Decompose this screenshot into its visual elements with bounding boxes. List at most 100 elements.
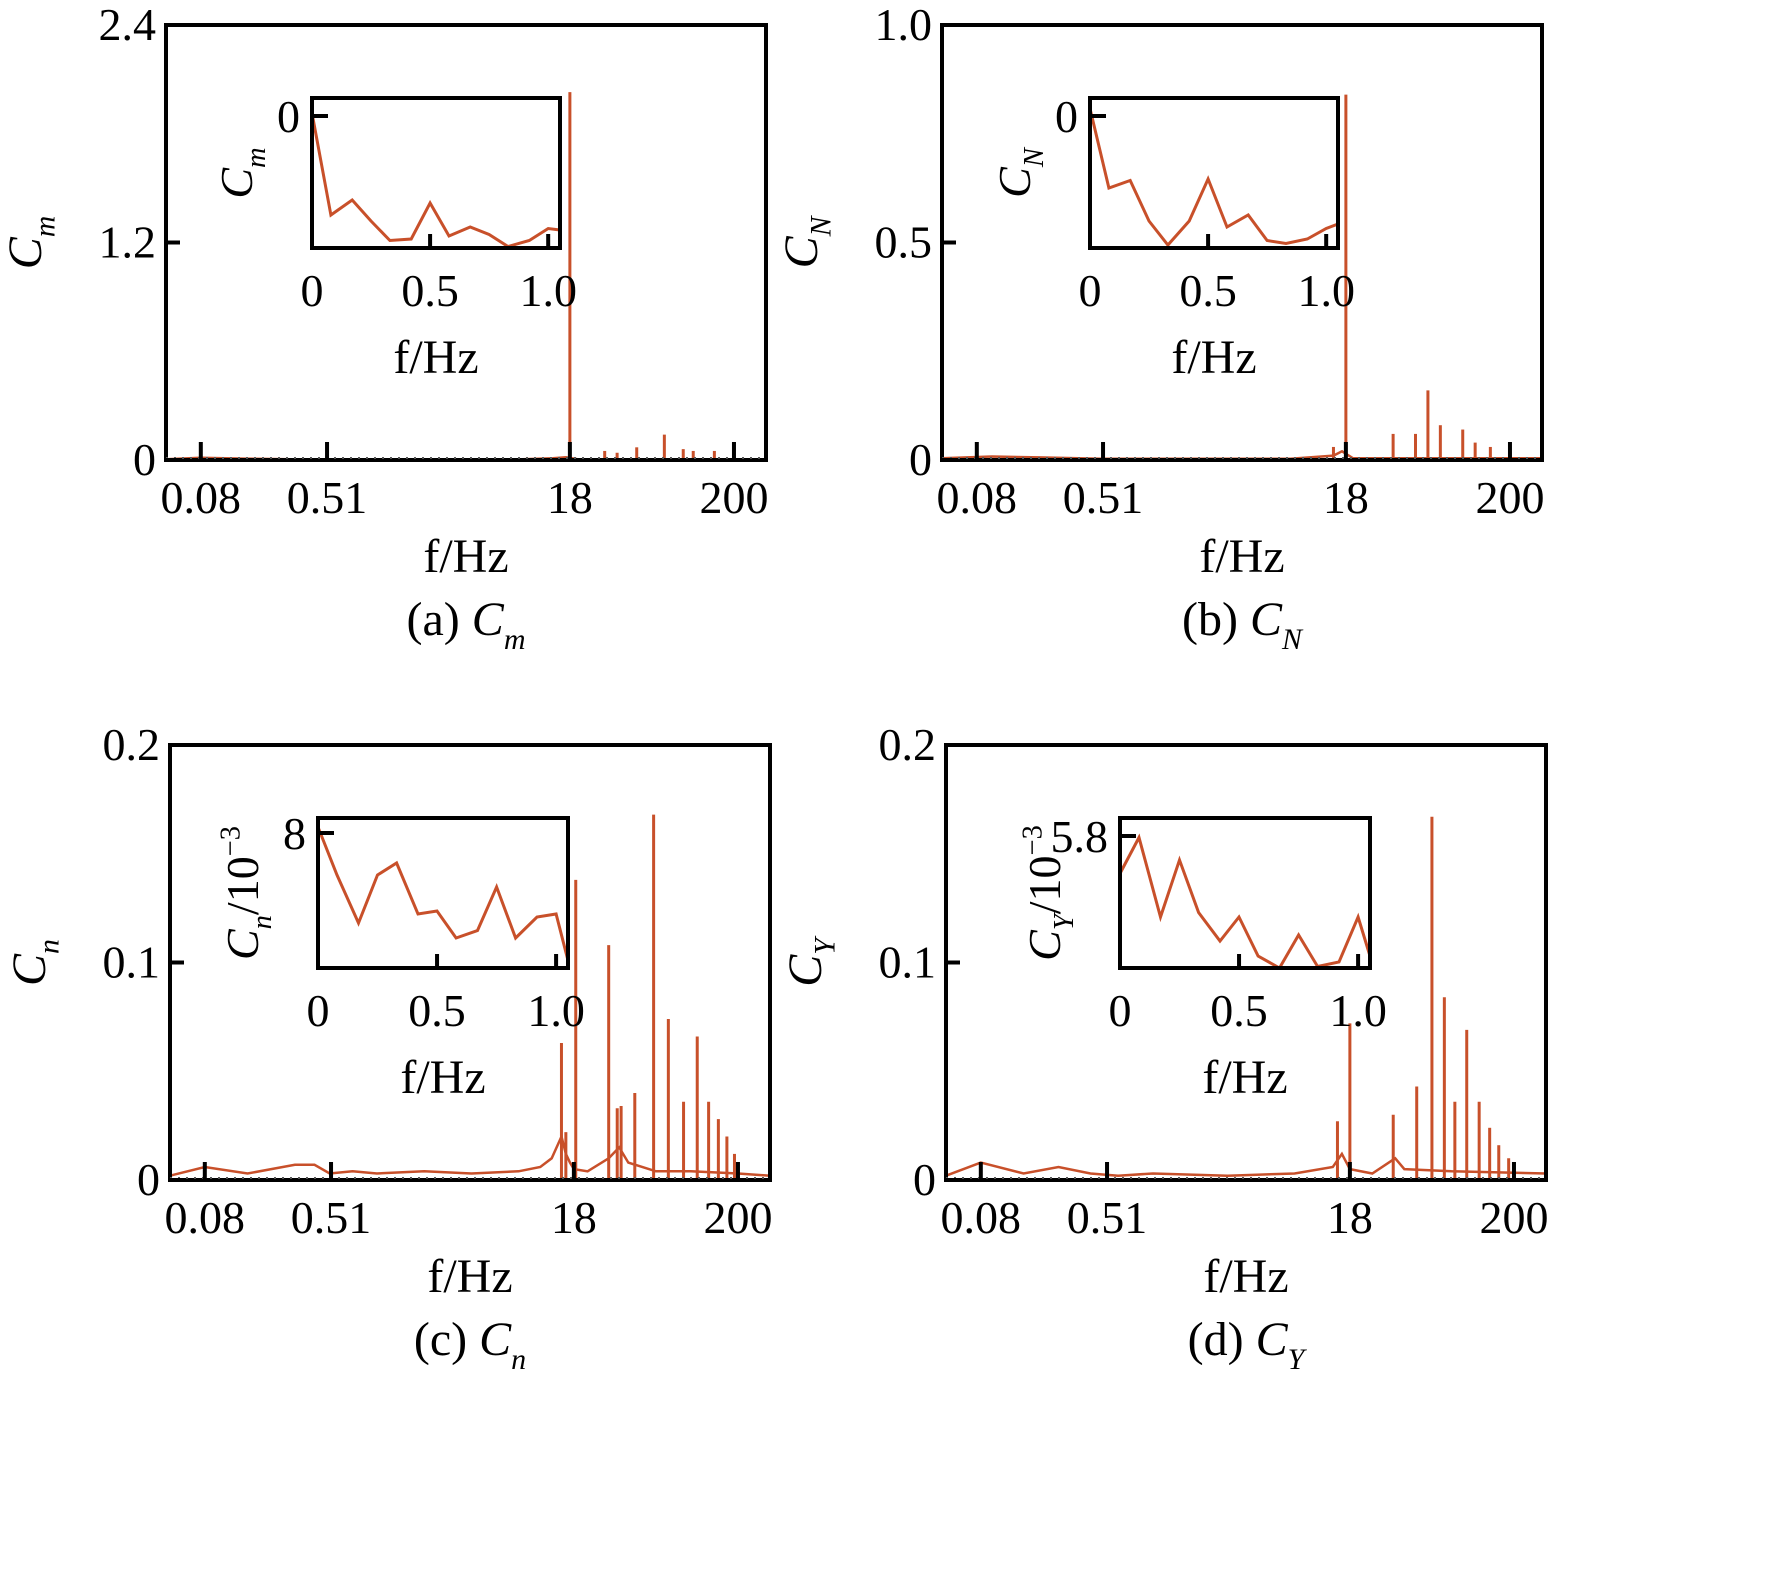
xtick-label: 0.08 (941, 1192, 1022, 1243)
inset-xtick-label: 0 (301, 265, 324, 316)
ytick-label: 0 (137, 1154, 160, 1205)
xtick-label: 0.08 (165, 1192, 246, 1243)
ytick-label: 0 (909, 434, 932, 485)
inset-xtick-label: 0.5 (408, 985, 466, 1036)
inset-frame (316, 816, 570, 970)
caption-var: C (479, 1313, 512, 1366)
inset-series (1088, 108, 1339, 248)
inset-xtick-label: 0.5 (1179, 265, 1237, 316)
xtick-label: 18 (551, 1192, 597, 1243)
inset-y-axis-label-base: C (211, 167, 262, 199)
xtick-label: 0.51 (287, 472, 368, 523)
y-axis-label-base: C (779, 954, 832, 987)
ytick-label: 0 (913, 1154, 936, 1205)
inset-frame (1118, 816, 1372, 970)
ytick-label: 1.0 (875, 0, 933, 50)
ytick-label: 0.2 (879, 719, 937, 770)
inset-xtick-label: 0 (1079, 265, 1102, 316)
xtick-label: 200 (699, 472, 768, 523)
inset-ytick-label: 5.8 (1051, 811, 1109, 862)
y-axis-label-sub: N (804, 214, 837, 237)
caption-var: C (472, 593, 505, 646)
inset-y-axis-label: CY/10−3 (1018, 825, 1080, 961)
inset-background (1090, 98, 1338, 248)
baseline-series (945, 1151, 1547, 1177)
inset-y-axis-label-sup: −3 (216, 826, 247, 856)
inset-series (1118, 833, 1372, 971)
inset-background (1120, 818, 1370, 968)
inset-y-axis-label-suffix: /10 (217, 856, 268, 915)
caption-sub: n (511, 1343, 526, 1376)
ytick-label: 0.1 (879, 937, 937, 988)
caption-label: (d) (1188, 1313, 1244, 1366)
y-axis-label: Cn (3, 939, 65, 986)
y-axis-label-sub: m (28, 216, 61, 238)
inset-xtick-label: 1.0 (527, 985, 585, 1036)
inset-xtick-label: 1.0 (1329, 985, 1387, 1036)
xtick-label: 18 (1323, 472, 1369, 523)
inset-xtick-label: 0.5 (1210, 985, 1268, 1036)
y-axis-label-sub: n (32, 939, 65, 954)
xtick-label: 0.51 (291, 1192, 372, 1243)
y-axis-label: CN (775, 214, 837, 268)
ytick-label: 0.5 (875, 217, 933, 268)
caption-sub: m (504, 623, 526, 656)
xtick-label: 0.51 (1067, 1192, 1148, 1243)
y-axis-label-base: C (0, 236, 52, 269)
panel-caption: (b) CN (1182, 593, 1304, 656)
inset-y-axis-label-sub: N (1019, 146, 1050, 168)
x-axis-label: f/Hz (427, 1250, 512, 1303)
inset-frame (1088, 96, 1340, 250)
x-axis-label: f/Hz (423, 530, 508, 583)
inset-xtick-label: 0.5 (401, 265, 459, 316)
inset-ytick-label: 0 (1055, 91, 1078, 142)
y-axis-label: CY (779, 935, 841, 987)
inset-y-axis-label: Cn/10−3 (216, 826, 278, 960)
xtick-label: 200 (1479, 1192, 1548, 1243)
ytick-label: 0 (133, 434, 156, 485)
caption-var: C (1256, 1313, 1289, 1366)
xtick-label: 200 (1475, 472, 1544, 523)
inset-y-axis-label-sub: Y (1049, 911, 1080, 930)
caption-var: C (1250, 593, 1283, 646)
inset-x-axis-label: f/Hz (400, 1051, 485, 1104)
xtick-label: 200 (703, 1192, 772, 1243)
inset-background (318, 818, 568, 968)
y-axis-label-base: C (775, 235, 828, 268)
caption-sub: Y (1288, 1343, 1308, 1376)
inset-a: 0 0.5 1.0 0 f/Hz Cm (211, 91, 577, 384)
inset-frame (310, 96, 562, 250)
inset-y-axis-label-base: C (989, 166, 1040, 198)
x-axis-label: f/Hz (1199, 530, 1284, 583)
inset-y-axis-label-sup: −3 (1018, 825, 1049, 855)
inset-ytick-label: 8 (283, 808, 306, 859)
inset-b: 0 0.5 1.0 0 f/Hz CN (989, 91, 1355, 384)
inset-y-axis-label-sub: m (241, 147, 272, 168)
inset-xtick-label: 0 (1109, 985, 1132, 1036)
caption-label: (b) (1182, 593, 1238, 646)
inset-d: 0 0.5 1.0 5.8 f/Hz CY/10−3 (1018, 811, 1387, 1104)
xtick-label: 18 (1327, 1192, 1373, 1243)
xtick-label: 0.08 (161, 472, 242, 523)
inset-x-axis-label: f/Hz (393, 331, 478, 384)
y-axis-label: Cm (0, 216, 61, 270)
inset-series (310, 112, 561, 249)
inset-y-axis-label-suffix: /10 (1019, 856, 1070, 915)
ytick-label: 1.2 (99, 217, 157, 268)
inset-xtick-label: 1.0 (519, 265, 577, 316)
inset-series (316, 826, 570, 961)
panel-caption: (c) Cn (414, 1313, 526, 1376)
xtick-label: 18 (547, 472, 593, 523)
inset-xtick-label: 0 (307, 985, 330, 1036)
caption-label: (c) (414, 1313, 467, 1366)
xtick-label: 0.51 (1063, 472, 1144, 523)
y-axis-label-base: C (3, 953, 56, 986)
inset-y-axis-label: Cm (211, 147, 272, 198)
inset-c: 0 0.5 1.0 8 f/Hz Cn/10−3 (216, 808, 585, 1104)
caption-label: (a) (407, 593, 460, 646)
inset-background (312, 98, 560, 248)
